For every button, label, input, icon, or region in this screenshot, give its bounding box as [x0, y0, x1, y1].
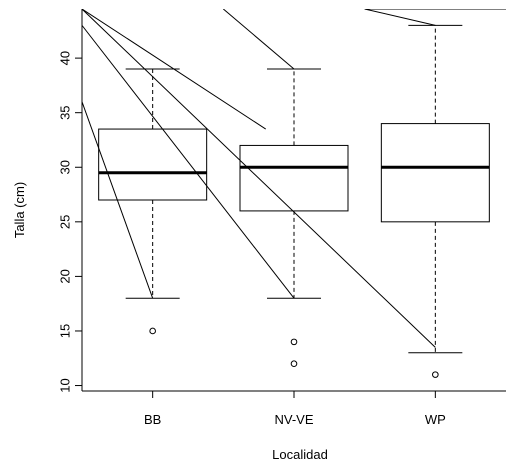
- x-tick-label: WP: [425, 412, 446, 427]
- outlier-point: [149, 327, 156, 335]
- box-bb: [98, 68, 208, 335]
- outlier-point: [290, 338, 298, 346]
- box-iqr: [239, 144, 349, 212]
- overlay-lines: [82, 9, 506, 348]
- overlay-line: [82, 9, 267, 130]
- y-tick-label: 10: [57, 378, 72, 392]
- y-tick-label: 40: [57, 51, 72, 65]
- overlay-line: [82, 25, 295, 299]
- overlay-line: [364, 9, 436, 26]
- box-iqr: [98, 128, 208, 201]
- box-wp: [380, 24, 490, 378]
- x-tick-label: BB: [144, 412, 161, 427]
- overlay-line: [223, 9, 295, 70]
- box-series: [98, 24, 490, 378]
- x-tick-label: NV-VE: [274, 412, 313, 427]
- overlay-line: [82, 9, 436, 348]
- y-tick-label: 15: [57, 324, 72, 338]
- y-axis-title: Talla (cm): [12, 182, 27, 238]
- x-axis-title: Localidad: [272, 447, 328, 462]
- overlay-line: [82, 101, 154, 299]
- axes: 10 15 20 25 30 35 40 BB NV-VE WP: [57, 9, 506, 427]
- box-nv-ve: [239, 68, 349, 368]
- box-iqr: [380, 123, 490, 223]
- y-tick-label: 20: [57, 269, 72, 283]
- outlier-point: [432, 371, 439, 378]
- y-tick-label: 35: [57, 105, 72, 119]
- y-tick-label: 30: [57, 160, 72, 174]
- y-tick-label: 25: [57, 215, 72, 229]
- outlier-point: [290, 360, 298, 368]
